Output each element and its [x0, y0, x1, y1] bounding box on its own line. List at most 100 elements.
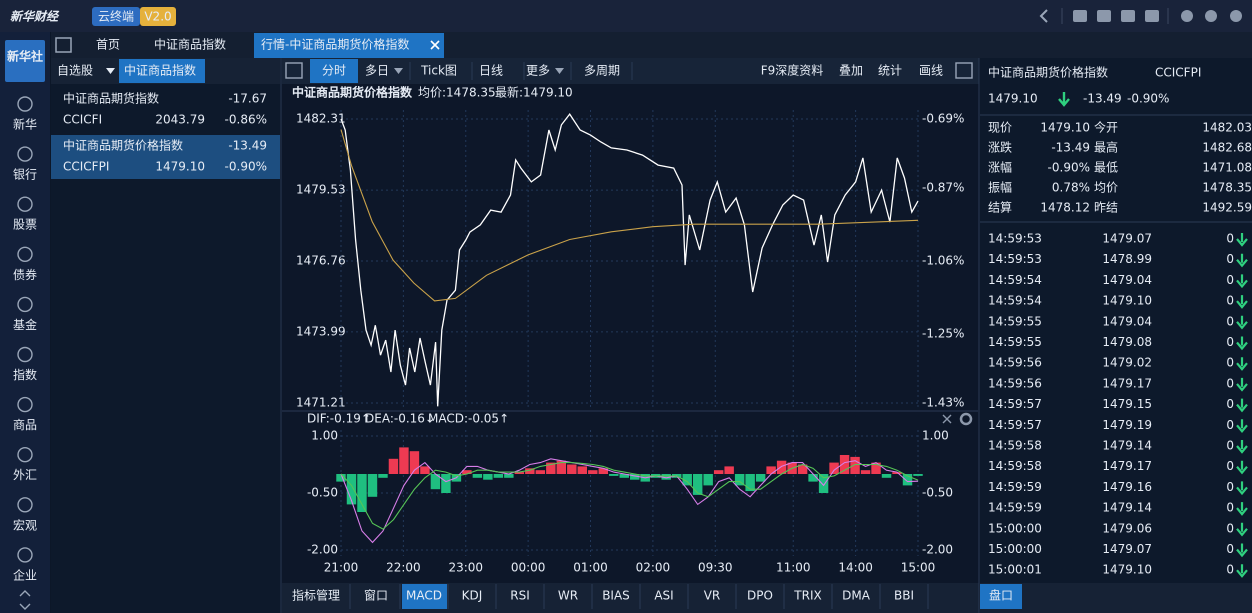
- quote-value: 1479.10: [1040, 121, 1090, 135]
- y-tick-label: 1476.76: [296, 254, 346, 268]
- macd-bar: [535, 470, 546, 474]
- sidebar-expand[interactable]: [19, 590, 31, 610]
- macd-bar: [577, 466, 588, 474]
- close-tab[interactable]: [430, 40, 440, 50]
- tick-time: 14:59:55: [988, 314, 1042, 328]
- tab[interactable]: 首页: [96, 38, 120, 52]
- tick-volume: 0: [1226, 501, 1234, 515]
- macd-y-tick-label: -2.00: [307, 543, 338, 557]
- sidebar-icon: [17, 196, 33, 212]
- indicator-tab[interactable]: MACD: [406, 589, 442, 603]
- back-button[interactable]: [1039, 9, 1048, 23]
- dropdown-arrow[interactable]: [106, 68, 115, 74]
- dea-line: [340, 462, 919, 530]
- security-pct: -0.90%: [225, 160, 267, 174]
- macd-bar: [388, 458, 399, 474]
- pane-settings[interactable]: [959, 412, 973, 426]
- macd-y-tick-label: -0.50: [307, 486, 338, 500]
- quote-code: CCICFPI: [1155, 66, 1201, 80]
- toolbar-button[interactable]: 画线: [919, 64, 943, 78]
- toolbar-button[interactable]: 分时: [322, 64, 346, 78]
- indicator-tab[interactable]: KDJ: [462, 589, 483, 603]
- indicator-tab[interactable]: BIAS: [602, 589, 630, 603]
- security-code[interactable]: CCICFI: [63, 113, 102, 127]
- indicator-tab[interactable]: WR: [558, 589, 578, 603]
- indicator-tab[interactable]: TRIX: [793, 589, 821, 603]
- indicator-tab[interactable]: ASI: [654, 589, 673, 603]
- toolbar-button[interactable]: 多周期: [584, 64, 620, 78]
- indicator-tab[interactable]: 窗口: [364, 589, 388, 603]
- toolbar-button[interactable]: 叠加: [839, 64, 863, 78]
- x-tick-label: 23:00: [448, 561, 483, 575]
- macd-bar: [713, 470, 724, 474]
- macd-bar: [472, 474, 483, 478]
- toolbar-icon[interactable]: [1145, 10, 1159, 22]
- tick-time: 15:00:00: [988, 542, 1042, 556]
- down-arrow: [1236, 564, 1248, 578]
- toolbar-button[interactable]: 日线: [479, 64, 503, 78]
- indicator-tab[interactable]: 指标管理: [292, 588, 340, 603]
- sidebar-item[interactable]: 股票: [13, 218, 37, 232]
- indicator-tab[interactable]: DMA: [842, 589, 871, 603]
- security-name[interactable]: 中证商品期货指数: [63, 91, 159, 106]
- toolbar-icon[interactable]: [1181, 10, 1193, 22]
- watchlist-tab[interactable]: 自选股: [57, 64, 93, 78]
- security-code[interactable]: CCICFPI: [63, 160, 109, 174]
- tick-volume: 0: [1226, 232, 1234, 246]
- toolbar-icon[interactable]: [1205, 10, 1217, 22]
- macd-bar: [661, 474, 671, 480]
- quote-change: -13.49: [1083, 92, 1122, 106]
- tick-volume: 0: [1226, 397, 1234, 411]
- toolbar-button[interactable]: F9深度资料: [761, 63, 824, 78]
- down-arrow: [1236, 253, 1248, 268]
- quote-label: 涨幅: [988, 160, 1012, 175]
- toolbar-icon[interactable]: [1121, 10, 1135, 22]
- sidebar-icon: [17, 146, 33, 162]
- badge-text: 云终端: [98, 9, 134, 24]
- indicator-tab[interactable]: DPO: [747, 589, 773, 603]
- sidebar-item[interactable]: 外汇: [13, 468, 37, 482]
- sidebar-item[interactable]: 企业: [13, 567, 37, 582]
- indicator-tab[interactable]: VR: [704, 589, 721, 603]
- macd-bar: [409, 451, 420, 474]
- chart-title: 中证商品期货价格指数: [292, 85, 413, 100]
- sidebar-item[interactable]: 基金: [13, 317, 37, 332]
- macd-bar: [630, 474, 640, 480]
- sidebar-item[interactable]: 指数: [13, 367, 37, 382]
- footer-tab[interactable]: 盘口: [989, 588, 1013, 603]
- last-price: 最新:1479.10: [495, 85, 573, 100]
- tick-volume: 0: [1226, 314, 1234, 328]
- sidebar-item[interactable]: 宏观: [13, 517, 37, 532]
- tab[interactable]: 行情-中证商品期货价格指数: [261, 37, 409, 52]
- tick-time: 15:00:00: [988, 521, 1042, 535]
- y-tick-label: 1479.53: [296, 183, 346, 197]
- tab[interactable]: 中证商品指数: [154, 37, 226, 52]
- pane-close[interactable]: [942, 414, 952, 424]
- toolbar-icon[interactable]: [1073, 10, 1087, 22]
- macd-bar: [881, 474, 892, 478]
- tick-volume: 0: [1226, 356, 1234, 370]
- indicator-tab[interactable]: BBI: [894, 589, 914, 603]
- toolbar-button[interactable]: 更多: [526, 64, 550, 78]
- tick-volume: 0: [1226, 480, 1234, 494]
- indicator-tab[interactable]: RSI: [510, 589, 530, 603]
- down-arrow: [1236, 502, 1248, 516]
- security-name[interactable]: 中证商品期货价格指数: [63, 138, 183, 153]
- toolbar-icon[interactable]: [1230, 10, 1242, 22]
- watchlist-tab[interactable]: 中证商品指数: [124, 63, 196, 78]
- tab-menu-icon: [55, 37, 72, 53]
- macd-bar: [609, 474, 619, 476]
- quote-label: 振幅: [988, 180, 1012, 195]
- toolbar-button[interactable]: Tick图: [420, 64, 457, 78]
- macd-bar: [682, 474, 692, 486]
- toolbar-button[interactable]: 多日: [365, 64, 389, 78]
- sidebar-item[interactable]: 商品: [13, 417, 37, 432]
- tick-volume: 0: [1226, 459, 1234, 473]
- sidebar-item[interactable]: 新华: [13, 117, 37, 132]
- sidebar-item[interactable]: 银行: [13, 168, 37, 182]
- sidebar-item[interactable]: 债券: [13, 267, 37, 282]
- macd-bar: [703, 474, 713, 486]
- toolbar-icon[interactable]: [1097, 10, 1111, 22]
- toolbar-button[interactable]: 统计: [878, 64, 902, 78]
